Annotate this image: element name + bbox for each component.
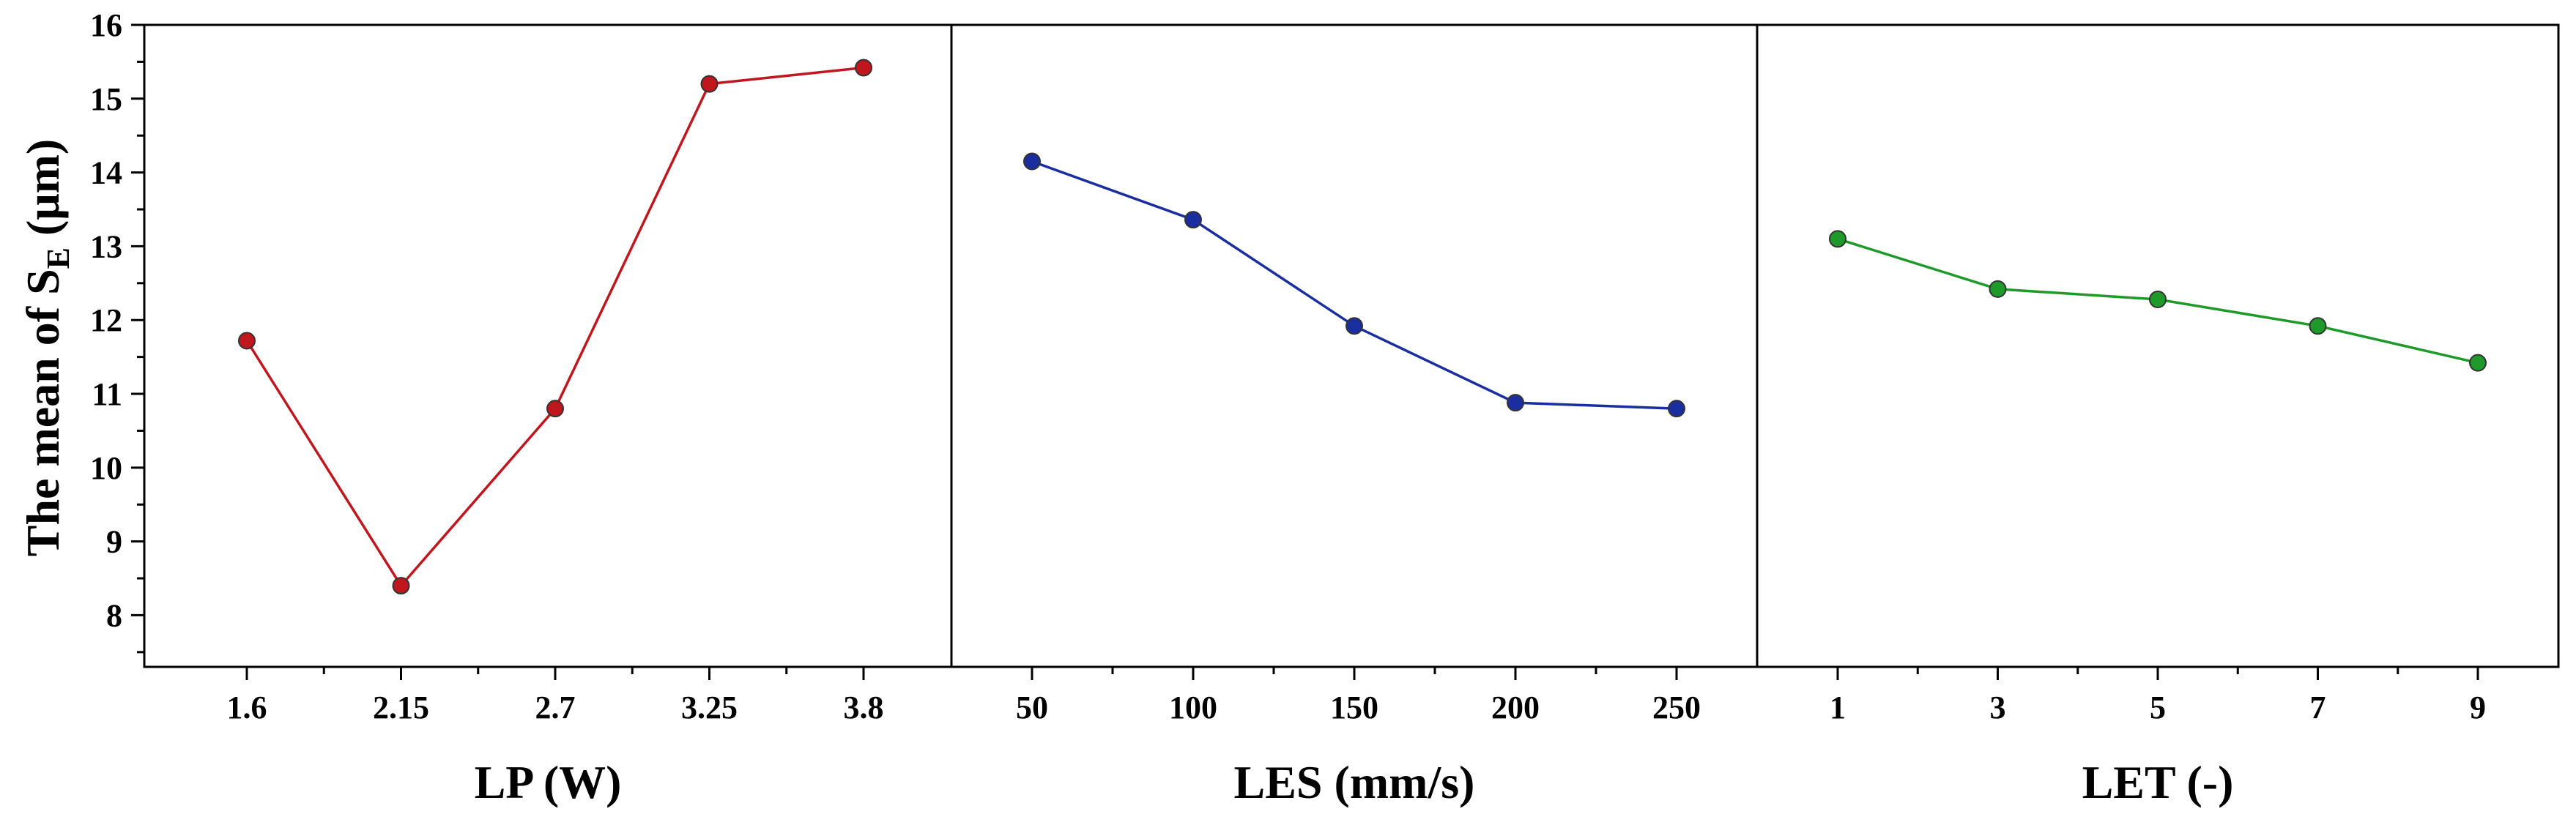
y-tick-label: 16 xyxy=(90,7,122,43)
x-tick-label: 2.7 xyxy=(535,690,576,725)
x-tick-label: 3.8 xyxy=(844,690,884,725)
y-axis-label-prefix: The mean of S xyxy=(17,269,69,556)
x-axis-title: LP (W) xyxy=(475,756,622,808)
y-axis-label: The mean of SE (μm) xyxy=(17,139,76,556)
data-point xyxy=(392,577,410,595)
panel-2: 50 100 150 200 250 LES (mm/s) xyxy=(1016,152,1701,808)
chart-panels: 1.6 2.15 2.7 3.25 3.8 LP (W) 50 100 150 200 250 LES… xyxy=(227,59,2487,808)
data-point xyxy=(1184,211,1202,229)
series-line xyxy=(245,66,864,589)
y-tick-label: 9 xyxy=(106,524,122,560)
plot-frame xyxy=(143,23,2560,668)
data-point xyxy=(2469,354,2487,372)
y-tick-label: 11 xyxy=(92,376,122,412)
y-axis-label-suffix: (μm) xyxy=(17,139,69,247)
panel-1: 1.6 2.15 2.7 3.25 3.8 LP (W) xyxy=(227,59,884,808)
x-axis-title: LET (-) xyxy=(2082,756,2234,808)
x-tick-label: 1.6 xyxy=(227,690,267,725)
data-point xyxy=(1989,280,2007,298)
x-tick-label: 3.25 xyxy=(681,690,738,725)
x-tick-label: 250 xyxy=(1652,690,1701,725)
data-point xyxy=(546,400,564,418)
x-axis-title: LES (mm/s) xyxy=(1234,756,1475,808)
x-tick-label: 150 xyxy=(1330,690,1378,725)
x-tick-label: 7 xyxy=(2310,690,2326,725)
data-point xyxy=(1345,317,1363,335)
x-tick-label: 100 xyxy=(1169,690,1217,725)
y-tick-label: 13 xyxy=(90,228,122,264)
y-axis-label-group: The mean of SE (μm) xyxy=(17,139,76,556)
data-point xyxy=(2309,317,2327,335)
y-tick-label: 10 xyxy=(90,450,122,486)
data-point xyxy=(1829,230,1846,248)
x-tick-label: 2.15 xyxy=(373,690,429,725)
y-tick-label: 14 xyxy=(90,155,122,191)
data-point xyxy=(1023,152,1041,171)
data-point xyxy=(700,75,719,93)
series-line xyxy=(1031,160,1677,410)
x-tick-label: 200 xyxy=(1491,690,1540,725)
data-point xyxy=(1668,400,1685,418)
data-point xyxy=(2149,290,2167,308)
y-tick-label: 8 xyxy=(106,597,122,633)
y-tick-label: 12 xyxy=(90,302,122,338)
x-tick-label: 50 xyxy=(1016,690,1048,725)
plot-border xyxy=(143,23,2560,668)
y-axis-label-subscript: E xyxy=(40,247,76,269)
data-point xyxy=(1507,394,1524,412)
x-tick-label: 5 xyxy=(2150,690,2166,725)
x-tick-label: 3 xyxy=(1990,690,2006,725)
x-tick-label: 1 xyxy=(1830,690,1846,725)
x-tick-label: 9 xyxy=(2470,690,2486,725)
panel-3: 1 3 5 7 9 LET (-) xyxy=(1829,230,2487,808)
y-axis-ticks: 8 9 10 11 12 13 14 15 16 xyxy=(90,7,144,654)
y-tick-label: 15 xyxy=(90,81,122,117)
data-point xyxy=(855,59,872,77)
data-point xyxy=(238,332,256,350)
